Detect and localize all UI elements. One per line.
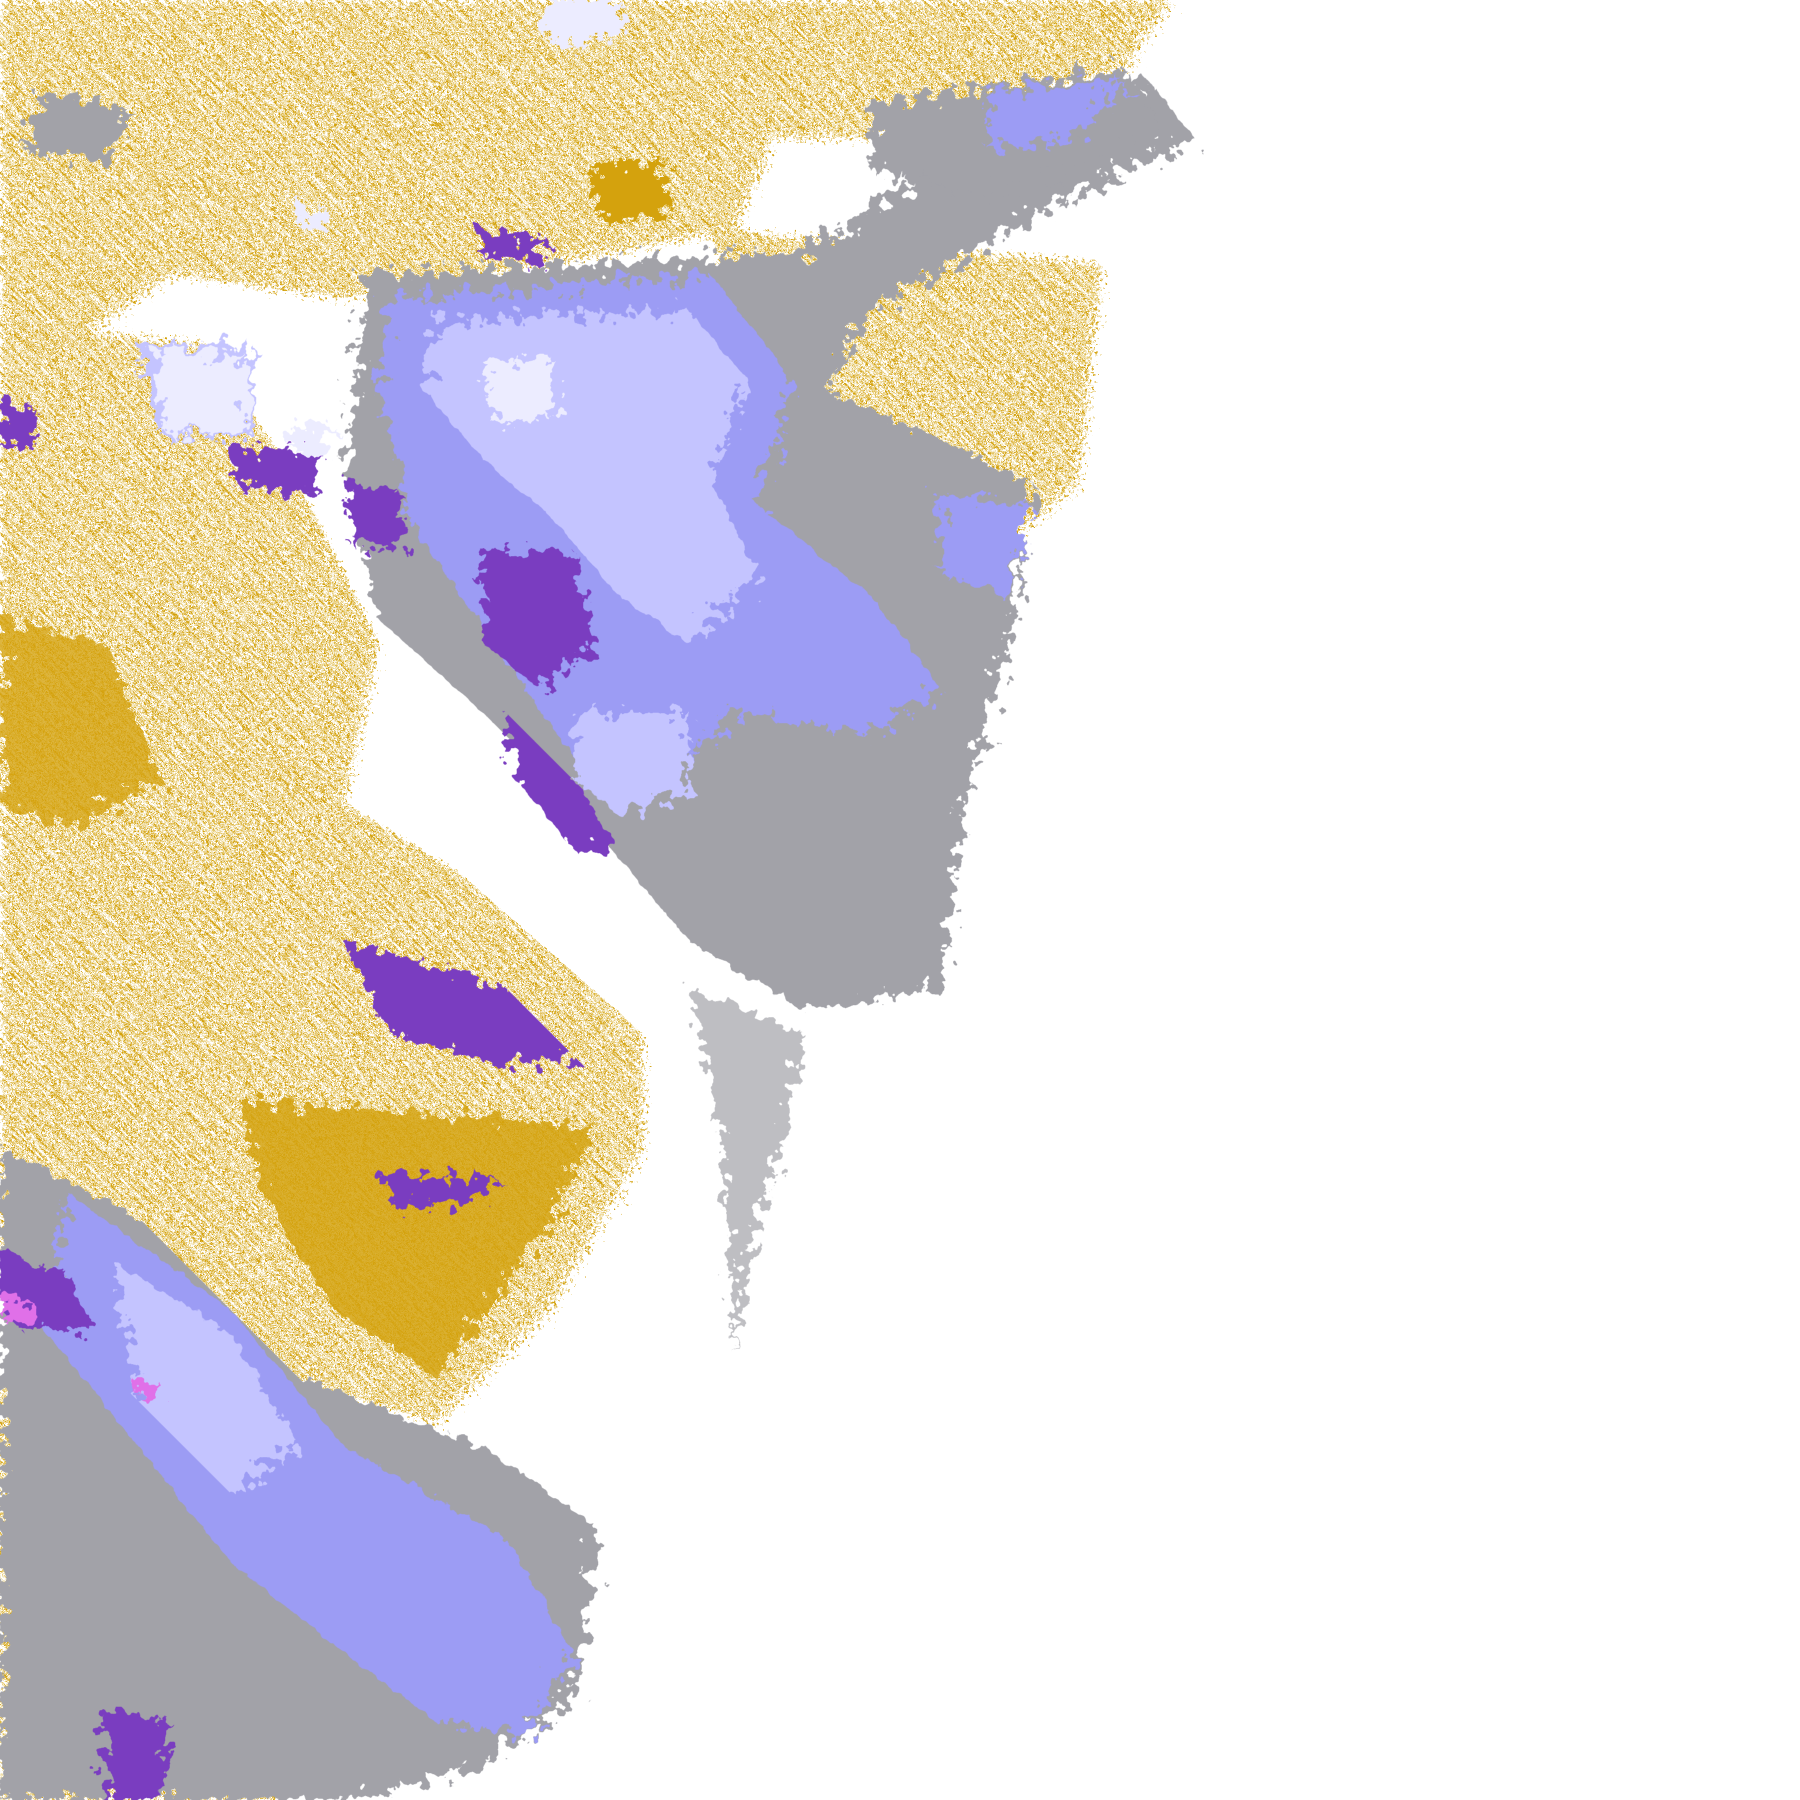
pink-class-layer xyxy=(0,1297,161,1401)
purple-class-layer xyxy=(0,229,620,1800)
pale-class-layer xyxy=(154,0,626,454)
gold-solid-layer xyxy=(0,160,666,1378)
